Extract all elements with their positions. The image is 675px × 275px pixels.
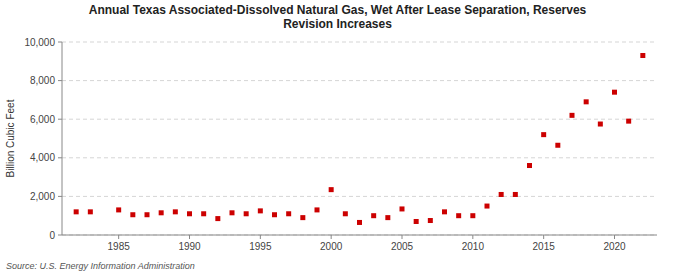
- x-tick-label: 2000: [320, 241, 343, 252]
- point: [626, 119, 631, 124]
- x-tick-label: 1995: [249, 241, 272, 252]
- point: [258, 208, 263, 213]
- x-tick: [189, 235, 190, 239]
- point: [145, 212, 150, 217]
- title: Annual Texas Associated-Dissolved Natura…: [89, 3, 587, 31]
- point: [598, 122, 603, 127]
- point: [272, 212, 277, 217]
- y-tick: [58, 157, 62, 158]
- point: [343, 211, 348, 216]
- point: [555, 143, 560, 148]
- y-tick-label: 2,000: [30, 191, 55, 202]
- point: [612, 90, 617, 95]
- y-tick: [58, 196, 62, 197]
- x-tick: [331, 235, 332, 239]
- x-axis-line: [62, 235, 657, 236]
- point: [159, 210, 164, 215]
- point: [470, 213, 475, 218]
- x-tick: [614, 235, 615, 239]
- grid-line: [62, 42, 657, 43]
- point: [173, 209, 178, 214]
- y-tick: [58, 235, 62, 236]
- point: [499, 192, 504, 197]
- point: [513, 192, 518, 197]
- x-tick-label: 2010: [462, 241, 485, 252]
- y-tick: [58, 80, 62, 81]
- point: [541, 132, 546, 137]
- grid-line: [62, 196, 657, 197]
- grid-line: [62, 235, 657, 236]
- y-tick-label: 8,000: [30, 75, 55, 86]
- x-tick: [402, 235, 403, 239]
- y-tick: [58, 42, 62, 43]
- point: [456, 213, 461, 218]
- point: [230, 210, 235, 215]
- point: [329, 187, 334, 192]
- point: [400, 206, 405, 211]
- grid-line: [62, 80, 657, 81]
- x-tick: [472, 235, 473, 239]
- y-tick-label: 0: [49, 230, 55, 241]
- x-tick-label: 2005: [391, 241, 414, 252]
- point: [201, 211, 206, 216]
- y-tick-label: 4,000: [30, 152, 55, 163]
- point: [88, 209, 93, 214]
- point: [584, 99, 589, 104]
- point: [244, 211, 249, 216]
- points: [74, 53, 646, 225]
- point: [527, 163, 532, 168]
- point: [187, 211, 192, 216]
- point: [215, 216, 220, 221]
- grid-line: [62, 119, 657, 120]
- point: [371, 213, 376, 218]
- point: [570, 113, 575, 118]
- x-tick: [543, 235, 544, 239]
- x-tick-label: 1990: [178, 241, 201, 252]
- point: [385, 215, 390, 220]
- grid-line: [62, 157, 657, 158]
- point: [116, 207, 121, 212]
- source: Source: U.S. Energy Information Administ…: [6, 261, 195, 271]
- grid: [62, 42, 657, 235]
- y-tick-label: 6,000: [30, 114, 55, 125]
- x-tick: [118, 235, 119, 239]
- x-tick-label: 2015: [533, 241, 556, 252]
- y-axis-label: Billion Cubic Feet: [5, 99, 16, 177]
- point: [414, 219, 419, 224]
- point: [286, 211, 291, 216]
- x-tick-label: 2020: [603, 241, 626, 252]
- y-tick: [58, 119, 62, 120]
- y-axis-line: [62, 42, 63, 235]
- point: [485, 204, 490, 209]
- point: [428, 218, 433, 223]
- point: [442, 209, 447, 214]
- chart: Annual Texas Associated-Dissolved Natura…: [0, 0, 675, 275]
- y-tick-label: 10,000: [24, 37, 55, 48]
- point: [640, 53, 645, 58]
- point: [300, 215, 305, 220]
- point: [357, 220, 362, 225]
- axes: 0 2,000 4,000 6,000 8,000 10,000 1985 1990 1995 2…: [24, 37, 657, 253]
- point: [74, 209, 79, 214]
- point: [315, 207, 320, 212]
- x-tick: [260, 235, 261, 239]
- x-tick-label: 1985: [108, 241, 131, 252]
- point: [130, 212, 135, 217]
